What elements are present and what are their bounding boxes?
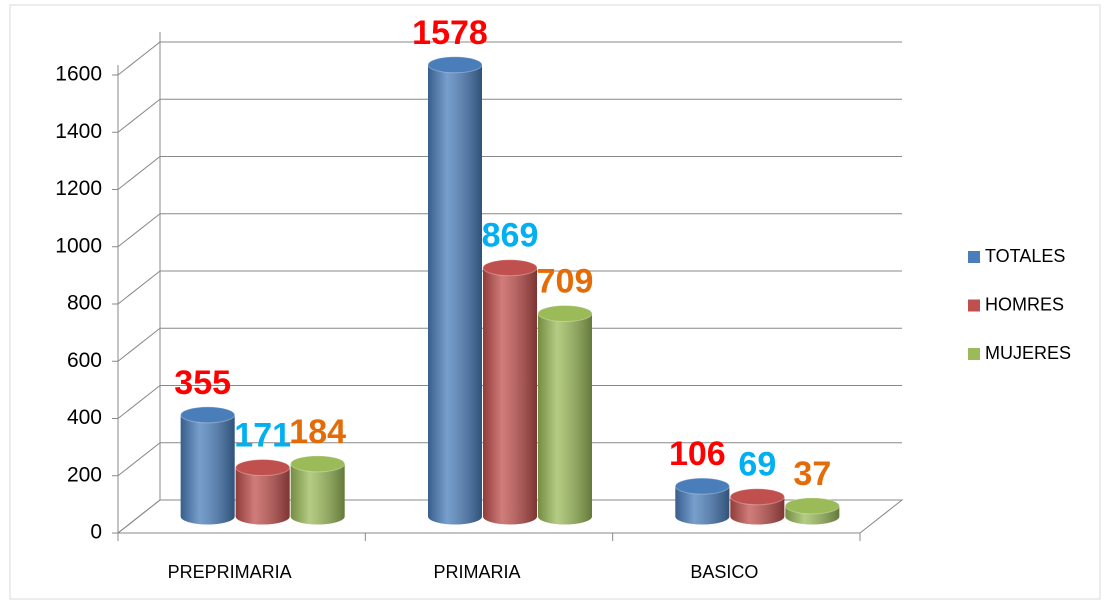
y-tick-label: 0 xyxy=(90,521,102,544)
bar-shade xyxy=(235,467,290,525)
data-label: 171 xyxy=(234,417,291,455)
data-label: 184 xyxy=(289,413,346,451)
bar-shade xyxy=(180,414,235,525)
legend-label: TOTALES xyxy=(985,246,1065,266)
bar-shade xyxy=(538,313,592,525)
x-tick-label: PRIMARIA xyxy=(433,562,520,582)
grid-line xyxy=(117,327,161,362)
y-tick-label: 1000 xyxy=(55,234,102,257)
bar-shade xyxy=(290,463,345,525)
bar-top xyxy=(784,497,840,515)
y-tick-label: 1200 xyxy=(55,177,102,200)
legend-swatch xyxy=(968,348,980,360)
chart-frame xyxy=(9,4,1101,600)
legend-swatch xyxy=(968,299,980,312)
data-label: 709 xyxy=(537,263,594,301)
grid-line xyxy=(117,499,161,534)
grid-line xyxy=(117,156,161,190)
bar-top xyxy=(537,305,593,323)
bar-top xyxy=(674,477,730,495)
grid-line xyxy=(117,98,161,133)
data-label: 355 xyxy=(174,364,231,402)
legend-label: MUJERES xyxy=(985,343,1071,363)
bar-top xyxy=(180,406,236,424)
y-tick-label: 400 xyxy=(67,406,102,429)
y-tick-label: 600 xyxy=(67,349,102,372)
y-tick-label: 200 xyxy=(67,463,102,486)
bar-top xyxy=(290,455,346,473)
legend-swatch xyxy=(968,251,980,263)
bar-shade xyxy=(483,267,537,525)
bar-shade xyxy=(428,64,482,525)
x-tick-label: PREPRIMARIA xyxy=(168,562,292,582)
grid-line xyxy=(117,41,161,76)
legend-label: HOMRES xyxy=(985,294,1064,314)
grid-line xyxy=(117,213,161,248)
bar-shade xyxy=(730,496,785,525)
bar-top xyxy=(729,488,785,506)
data-label: 106 xyxy=(669,435,726,473)
bar-shade xyxy=(675,486,730,525)
data-label: 1578 xyxy=(412,14,488,52)
bar-top xyxy=(482,259,538,277)
y-tick-label: 1400 xyxy=(55,120,102,143)
x-tick-label: BASICO xyxy=(690,562,758,582)
y-tick-label: 1600 xyxy=(55,63,102,86)
bar-top xyxy=(235,459,291,477)
data-label: 37 xyxy=(793,455,831,493)
grid-line xyxy=(117,270,161,305)
data-label: 869 xyxy=(482,217,539,255)
data-label: 69 xyxy=(738,446,776,484)
y-tick-label: 800 xyxy=(67,292,102,315)
grid-line xyxy=(117,385,161,419)
grid-line xyxy=(117,442,161,477)
bar-top xyxy=(427,56,483,74)
